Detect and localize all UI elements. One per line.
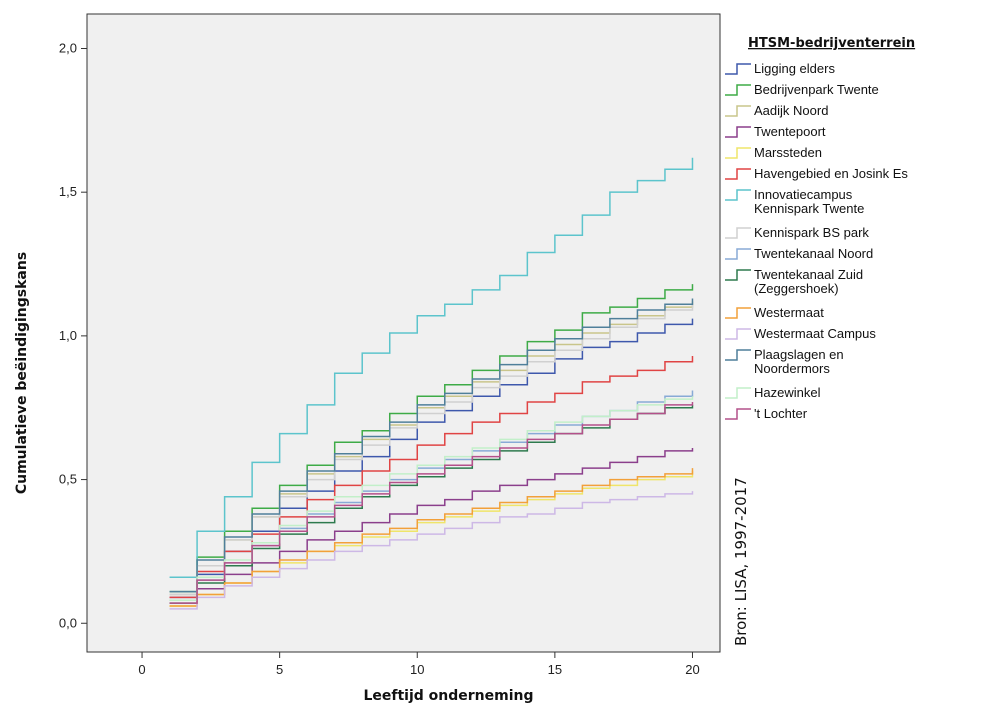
y-axis: 0,0 0,5 1,0 1,5 2,0 (59, 40, 87, 630)
legend-label: Innovatiecampus (754, 187, 853, 202)
series-line (169, 447, 694, 602)
legend-label: Havengebied en Josink Es (754, 166, 908, 181)
series-line (169, 355, 694, 599)
x-axis: 0 5 10 15 20 (138, 652, 700, 677)
series-line (169, 157, 694, 579)
legend-item: Twentekanaal Noord (725, 246, 873, 261)
legend-item: Havengebied en Josink Es (725, 166, 908, 181)
x-axis-title: Leeftijd onderneming (363, 688, 533, 704)
legend-item: Westermaat (725, 305, 824, 320)
legend-swatch (725, 84, 751, 96)
legend-label: (Zeggershoek) (754, 281, 839, 296)
legend-label: Kennispark BS park (754, 225, 869, 240)
legend-item: Twentekanaal Zuid(Zeggershoek) (725, 267, 863, 296)
series-line (169, 298, 694, 593)
legend-label: Kennispark Twente (754, 201, 864, 216)
legend-label: Hazewinkel (754, 385, 821, 400)
legend-swatch (725, 408, 751, 420)
legend-label: Aadijk Noord (754, 103, 828, 118)
series-line (169, 304, 694, 596)
legend-swatch (725, 126, 751, 138)
y-axis-title: Cumulatieve beëindigingskans (14, 252, 30, 494)
legend: Ligging elders Bedrijvenpark Twente Aadijk… (725, 61, 908, 421)
series-line (169, 318, 694, 599)
legend-label: Ligging elders (754, 61, 835, 76)
y-tick-label: 1,5 (59, 184, 77, 199)
series-line (169, 468, 694, 607)
legend-item: Kennispark BS park (725, 225, 869, 240)
legend-swatch (725, 349, 751, 361)
legend-item: Bedrijvenpark Twente (725, 82, 879, 97)
legend-swatch (725, 63, 751, 75)
y-tick-label: 2,0 (59, 40, 77, 55)
source-note: Bron: LISA, 1997-2017 (732, 477, 750, 646)
legend-swatch (725, 147, 751, 159)
legend-item: Westermaat Campus (725, 326, 876, 341)
legend-label: Twentekanaal Noord (754, 246, 873, 261)
series-line (169, 491, 694, 610)
legend-swatch (725, 189, 751, 201)
legend-swatch (725, 269, 751, 281)
legend-label: Twentekanaal Zuid (754, 267, 863, 282)
legend-label: Westermaat (754, 305, 824, 320)
legend-item: Aadijk Noord (725, 103, 828, 118)
legend-item: Marssteden (725, 145, 822, 160)
legend-title: HTSM-bedrijventerrein (748, 36, 915, 51)
legend-label: Westermaat Campus (754, 326, 876, 341)
x-tick-label: 0 (138, 662, 145, 677)
legend-swatch (725, 387, 751, 399)
y-tick-label: 0,5 (59, 472, 77, 487)
legend-label: Noordermors (754, 361, 830, 376)
legend-label: Twentepoort (754, 124, 826, 139)
legend-label: 't Lochter (754, 406, 808, 421)
legend-swatch (725, 328, 751, 340)
legend-swatch (725, 168, 751, 180)
legend-swatch (725, 105, 751, 117)
legend-swatch (725, 227, 751, 239)
x-tick-label: 5 (276, 662, 283, 677)
series-lines (169, 157, 694, 610)
legend-item: Twentepoort (725, 124, 826, 139)
series-line (169, 401, 694, 604)
legend-label: Marssteden (754, 145, 822, 160)
legend-item: 't Lochter (725, 406, 808, 421)
legend-swatch (725, 307, 751, 319)
legend-item: Ligging elders (725, 61, 835, 76)
y-tick-label: 0,0 (59, 615, 77, 630)
legend-swatch (725, 248, 751, 260)
legend-item: Hazewinkel (725, 385, 821, 400)
legend-label: Plaagslagen en (754, 347, 844, 362)
x-tick-label: 20 (685, 662, 699, 677)
x-tick-label: 15 (548, 662, 562, 677)
y-tick-label: 1,0 (59, 328, 77, 343)
legend-label: Bedrijvenpark Twente (754, 82, 879, 97)
x-tick-label: 10 (410, 662, 424, 677)
